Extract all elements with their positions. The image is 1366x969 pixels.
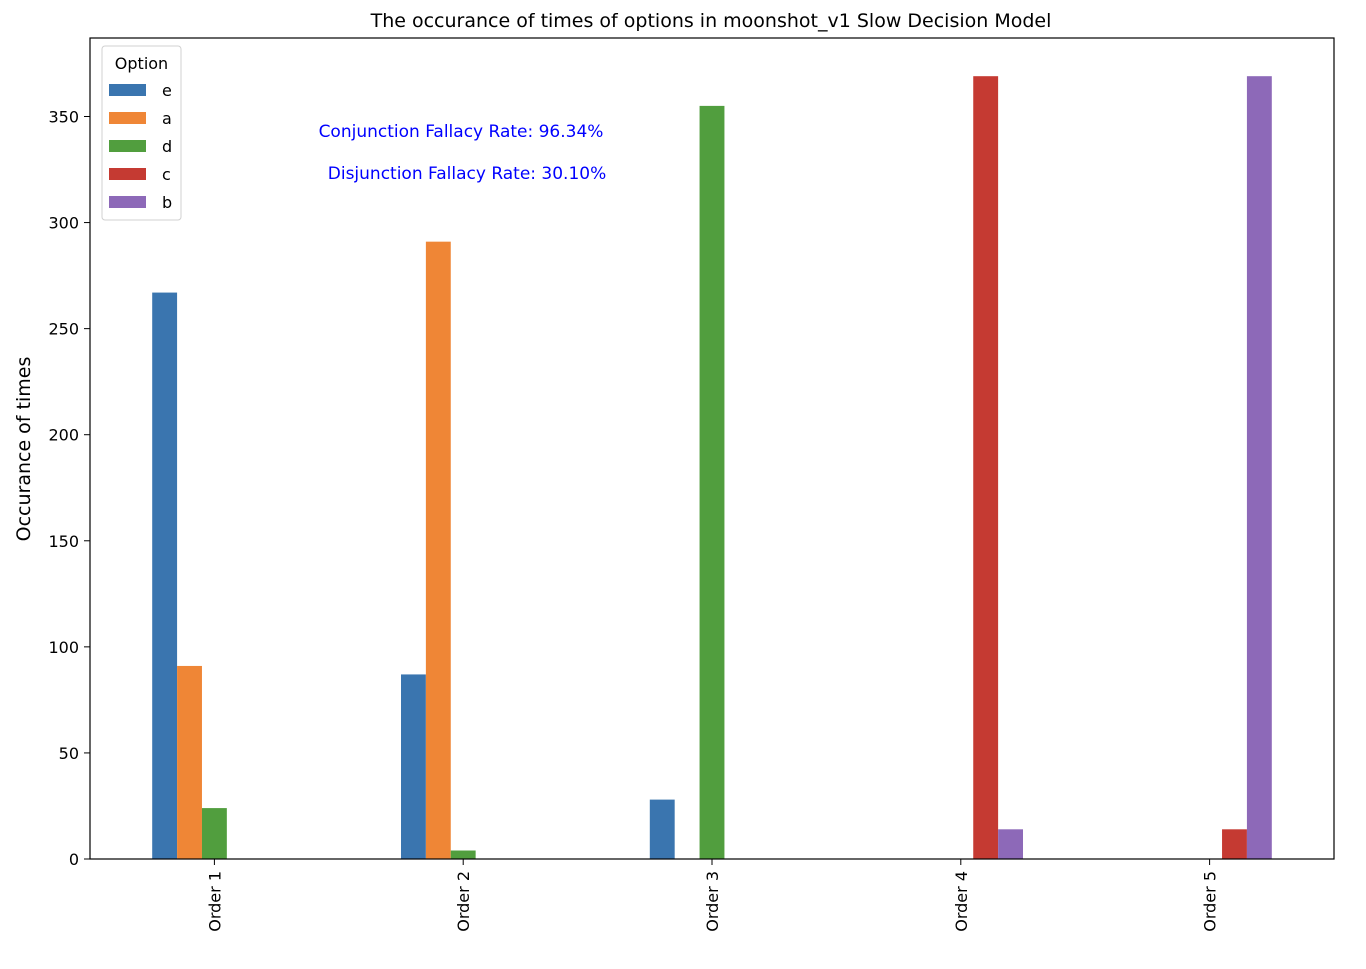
disjunction-annotation: Disjunction Fallacy Rate: 30.10%	[328, 164, 607, 184]
y-tick-label: 350	[48, 107, 79, 126]
bar-b-4	[998, 829, 1023, 859]
y-tick-label: 200	[48, 426, 79, 445]
x-tick-label: Order 1	[205, 871, 224, 932]
bar-a-1	[177, 665, 202, 859]
y-tick-label: 0	[69, 850, 79, 869]
bar-c-4	[973, 76, 999, 859]
chart-title: The occurance of times of options in moo…	[370, 10, 1052, 32]
plot-area: 0 50 100 150 200 250 300 350 Order 1 Order 2 Order…	[48, 37, 1335, 932]
bar-b-5	[1246, 76, 1272, 859]
y-tick-label: 300	[48, 214, 79, 233]
y-tick-label: 150	[48, 532, 79, 551]
bar-a-2	[425, 241, 451, 859]
legend-swatch-b	[109, 196, 146, 208]
bar-c-5	[1222, 829, 1247, 859]
plot-frame	[89, 37, 1335, 860]
y-axis-label: Occurance of times	[13, 357, 35, 542]
legend-swatch-a	[109, 112, 146, 124]
y-tick-label: 50	[59, 744, 79, 763]
legend-label-c: c	[162, 165, 171, 184]
y-tick-label: 100	[48, 638, 79, 657]
legend-swatch-e	[109, 84, 146, 96]
x-tick-label: Order 4	[952, 871, 971, 932]
legend-title: Option	[115, 54, 168, 73]
x-tick-label: Order 2	[454, 871, 473, 932]
conjunction-annotation: Conjunction Fallacy Rate: 96.34%	[319, 122, 604, 142]
legend-label-a: a	[162, 109, 172, 128]
bar-d-2	[450, 850, 476, 859]
bar-e-2	[401, 674, 426, 859]
x-tick-label: Order 3	[703, 871, 722, 932]
legend-swatch-c	[109, 168, 146, 180]
legend-swatch-d	[109, 140, 146, 152]
y-tick-label: 250	[48, 320, 79, 339]
legend-label-b: b	[162, 193, 172, 212]
bar-e-1	[152, 292, 178, 859]
x-tick-label: Order 5	[1201, 871, 1220, 932]
legend-label-d: d	[162, 137, 172, 156]
bar-d-1	[201, 808, 227, 859]
bar-e-3	[649, 799, 675, 859]
legend-label-e: e	[162, 81, 172, 100]
bar-d-3	[699, 105, 725, 859]
